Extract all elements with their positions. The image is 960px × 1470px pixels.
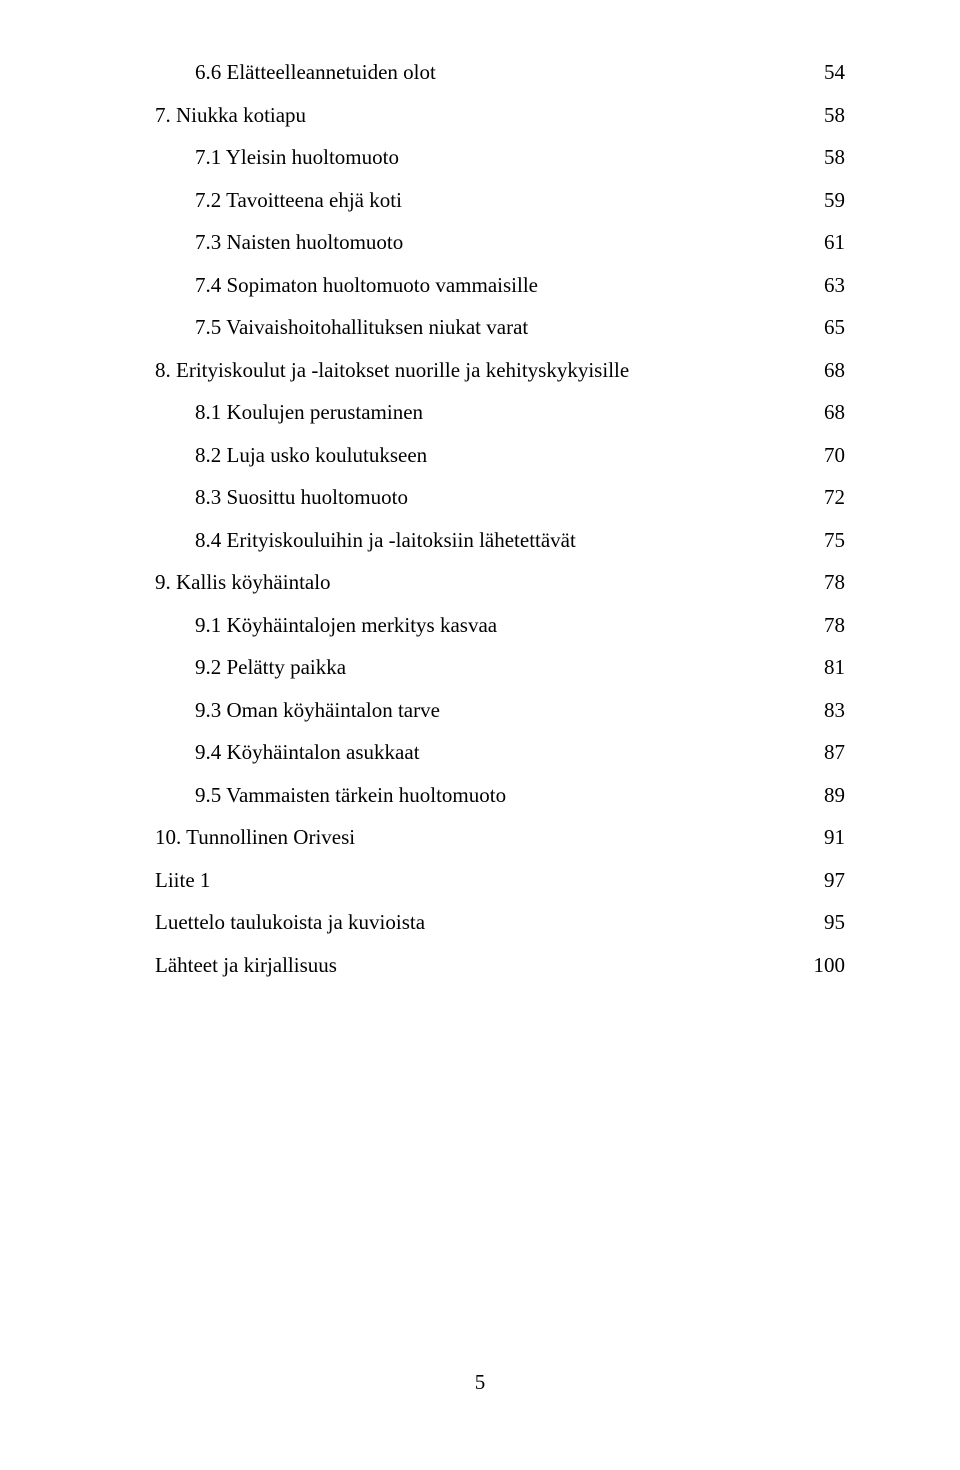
toc-entry: Lähteet ja kirjallisuus 100 xyxy=(115,955,845,976)
toc-entry-page: 68 xyxy=(805,402,845,423)
toc-entry: Liite 1 97 xyxy=(115,870,845,891)
toc-entry: 8.1 Koulujen perustaminen 68 xyxy=(115,402,845,423)
toc-entry: 7.3 Naisten huoltomuoto 61 xyxy=(115,232,845,253)
toc-entry-page: 95 xyxy=(805,912,845,933)
toc-entry: 8.4 Erityiskouluihin ja -laitoksiin lähe… xyxy=(115,530,845,551)
toc-entry-page: 87 xyxy=(805,742,845,763)
toc-entry-page: 54 xyxy=(805,62,845,83)
toc-entry: 9.1 Köyhäintalojen merkitys kasvaa 78 xyxy=(115,615,845,636)
toc-entry: Luettelo taulukoista ja kuvioista 95 xyxy=(115,912,845,933)
toc-entry-label: 9.2 Pelätty paikka xyxy=(115,657,346,678)
toc-entry: 9.4 Köyhäintalon asukkaat 87 xyxy=(115,742,845,763)
toc-entry-label: 9.5 Vammaisten tärkein huoltomuoto xyxy=(115,785,506,806)
toc-entry-label: 8.3 Suosittu huoltomuoto xyxy=(115,487,408,508)
toc-entry-label: 7.5 Vaivaishoitohallituksen niukat varat xyxy=(115,317,528,338)
toc-entry-page: 78 xyxy=(805,615,845,636)
toc-entry: 8. Erityiskoulut ja -laitokset nuorille … xyxy=(115,360,845,381)
toc-entry-label: 6.6 Elätteelleannetuiden olot xyxy=(115,62,436,83)
toc-entry-page: 72 xyxy=(805,487,845,508)
toc-entry-label: 7.3 Naisten huoltomuoto xyxy=(115,232,403,253)
toc-entry-label: 9.1 Köyhäintalojen merkitys kasvaa xyxy=(115,615,497,636)
toc-entry-page: 81 xyxy=(805,657,845,678)
toc-entry: 6.6 Elätteelleannetuiden olot 54 xyxy=(115,62,845,83)
toc-entry: 7.5 Vaivaishoitohallituksen niukat varat… xyxy=(115,317,845,338)
toc-entry-page: 83 xyxy=(805,700,845,721)
toc-entry: 7.2 Tavoitteena ehjä koti 59 xyxy=(115,190,845,211)
toc-entry: 9. Kallis köyhäintalo 78 xyxy=(115,572,845,593)
toc-entry-label: 9.4 Köyhäintalon asukkaat xyxy=(115,742,420,763)
toc-entry: 10. Tunnollinen Orivesi 91 xyxy=(115,827,845,848)
toc-entry: 9.5 Vammaisten tärkein huoltomuoto 89 xyxy=(115,785,845,806)
toc-entry-page: 58 xyxy=(805,147,845,168)
toc-entry: 7.1 Yleisin huoltomuoto 58 xyxy=(115,147,845,168)
page-number-footer: 5 xyxy=(0,1370,960,1395)
toc-entry-page: 75 xyxy=(805,530,845,551)
toc-entry-label: Liite 1 xyxy=(115,870,210,891)
toc-entry-page: 63 xyxy=(805,275,845,296)
toc-entry-page: 58 xyxy=(805,105,845,126)
toc-entry-label: 8. Erityiskoulut ja -laitokset nuorille … xyxy=(115,360,629,381)
toc-entry-label: 7. Niukka kotiapu xyxy=(115,105,306,126)
toc-entry-page: 91 xyxy=(805,827,845,848)
toc-entry-label: 8.4 Erityiskouluihin ja -laitoksiin lähe… xyxy=(115,530,576,551)
toc-entry: 8.3 Suosittu huoltomuoto 72 xyxy=(115,487,845,508)
toc-entry-page: 68 xyxy=(805,360,845,381)
toc-entry-label: 9. Kallis köyhäintalo xyxy=(115,572,331,593)
toc-entry: 8.2 Luja usko koulutukseen 70 xyxy=(115,445,845,466)
toc-entry-label: Lähteet ja kirjallisuus xyxy=(115,955,337,976)
toc-entry-page: 78 xyxy=(805,572,845,593)
toc-entry-label: 10. Tunnollinen Orivesi xyxy=(115,827,355,848)
table-of-contents: 6.6 Elätteelleannetuiden olot 54 7. Niukka… xyxy=(115,62,845,976)
toc-entry-label: 8.1 Koulujen perustaminen xyxy=(115,402,423,423)
toc-entry-label: 7.1 Yleisin huoltomuoto xyxy=(115,147,399,168)
document-page: 6.6 Elätteelleannetuiden olot 54 7. Niukka… xyxy=(0,0,960,1470)
toc-entry: 7.4 Sopimaton huoltomuoto vammaisille 63 xyxy=(115,275,845,296)
toc-entry: 9.2 Pelätty paikka 81 xyxy=(115,657,845,678)
toc-entry-label: Luettelo taulukoista ja kuvioista xyxy=(115,912,425,933)
toc-entry-label: 9.3 Oman köyhäintalon tarve xyxy=(115,700,440,721)
toc-entry: 9.3 Oman köyhäintalon tarve 83 xyxy=(115,700,845,721)
toc-entry-label: 7.2 Tavoitteena ehjä koti xyxy=(115,190,402,211)
toc-entry-label: 7.4 Sopimaton huoltomuoto vammaisille xyxy=(115,275,538,296)
toc-entry-page: 59 xyxy=(805,190,845,211)
toc-entry: 7. Niukka kotiapu 58 xyxy=(115,105,845,126)
page-number: 5 xyxy=(475,1370,486,1394)
toc-entry-page: 89 xyxy=(805,785,845,806)
toc-entry-page: 100 xyxy=(805,955,845,976)
toc-entry-label: 8.2 Luja usko koulutukseen xyxy=(115,445,427,466)
toc-entry-page: 97 xyxy=(805,870,845,891)
toc-entry-page: 61 xyxy=(805,232,845,253)
toc-entry-page: 65 xyxy=(805,317,845,338)
toc-entry-page: 70 xyxy=(805,445,845,466)
